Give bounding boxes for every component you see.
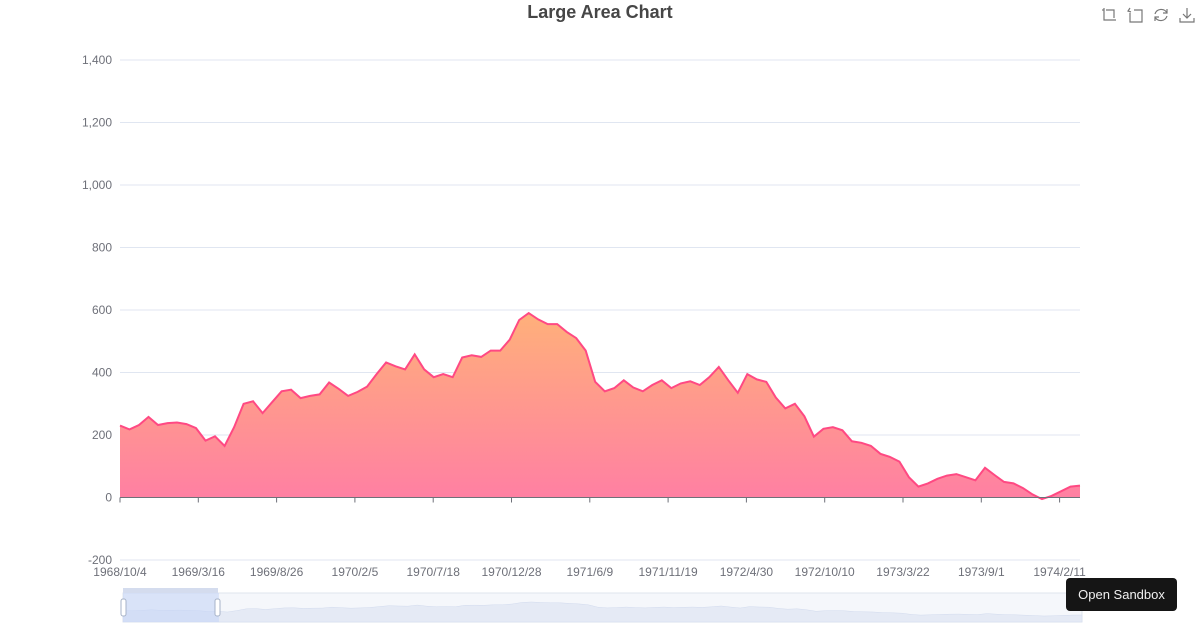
area-chart: -200 0 200 400 600 800 1,000 1,200 1,400 1968/10…: [0, 0, 1200, 630]
svg-text:400: 400: [92, 366, 112, 380]
zoom-area-icon[interactable]: [1100, 6, 1118, 24]
svg-text:1,000: 1,000: [82, 178, 112, 192]
svg-text:1971/6/9: 1971/6/9: [566, 565, 613, 579]
save-image-icon[interactable]: [1178, 6, 1196, 24]
svg-text:1972/4/30: 1972/4/30: [720, 565, 774, 579]
svg-text:1969/3/16: 1969/3/16: [172, 565, 226, 579]
grid-lines: [120, 60, 1080, 560]
svg-text:200: 200: [92, 428, 112, 442]
svg-text:1974/2/11: 1974/2/11: [1033, 565, 1086, 579]
data-zoom-left-handle[interactable]: [121, 599, 126, 616]
svg-text:1968/10/4: 1968/10/4: [93, 565, 147, 579]
svg-text:-200: -200: [88, 553, 112, 567]
area-fill: [120, 313, 1080, 499]
data-zoom-slider[interactable]: [0, 588, 1200, 628]
svg-text:1970/2/5: 1970/2/5: [332, 565, 379, 579]
restore-icon[interactable]: [1152, 6, 1170, 24]
svg-text:1970/12/28: 1970/12/28: [481, 565, 541, 579]
chart-title: Large Area Chart: [0, 2, 1200, 23]
zoom-reset-icon[interactable]: [1126, 6, 1144, 24]
svg-text:1969/8/26: 1969/8/26: [250, 565, 304, 579]
data-zoom-right-handle[interactable]: [215, 599, 220, 616]
x-axis: [120, 498, 1080, 503]
toolbox: [1100, 6, 1196, 24]
data-zoom-selection[interactable]: [123, 593, 219, 622]
svg-text:1971/11/19: 1971/11/19: [639, 565, 698, 579]
svg-text:1973/9/1: 1973/9/1: [958, 565, 1005, 579]
svg-text:1970/7/18: 1970/7/18: [407, 565, 461, 579]
x-axis-labels: 1968/10/4 1969/3/16 1969/8/26 1970/2/5 1970/…: [93, 565, 1086, 579]
svg-text:0: 0: [105, 491, 112, 505]
svg-text:600: 600: [92, 303, 112, 317]
svg-text:800: 800: [92, 241, 112, 255]
svg-text:1,400: 1,400: [82, 53, 112, 67]
y-axis-labels: -200 0 200 400 600 800 1,000 1,200 1,400: [82, 53, 112, 567]
svg-text:1973/3/22: 1973/3/22: [876, 565, 930, 579]
svg-text:1972/10/10: 1972/10/10: [795, 565, 855, 579]
svg-text:1,200: 1,200: [82, 116, 112, 130]
data-line: [120, 313, 1080, 499]
open-sandbox-button[interactable]: Open Sandbox: [1066, 578, 1177, 611]
data-zoom-move-handle[interactable]: [123, 588, 218, 593]
